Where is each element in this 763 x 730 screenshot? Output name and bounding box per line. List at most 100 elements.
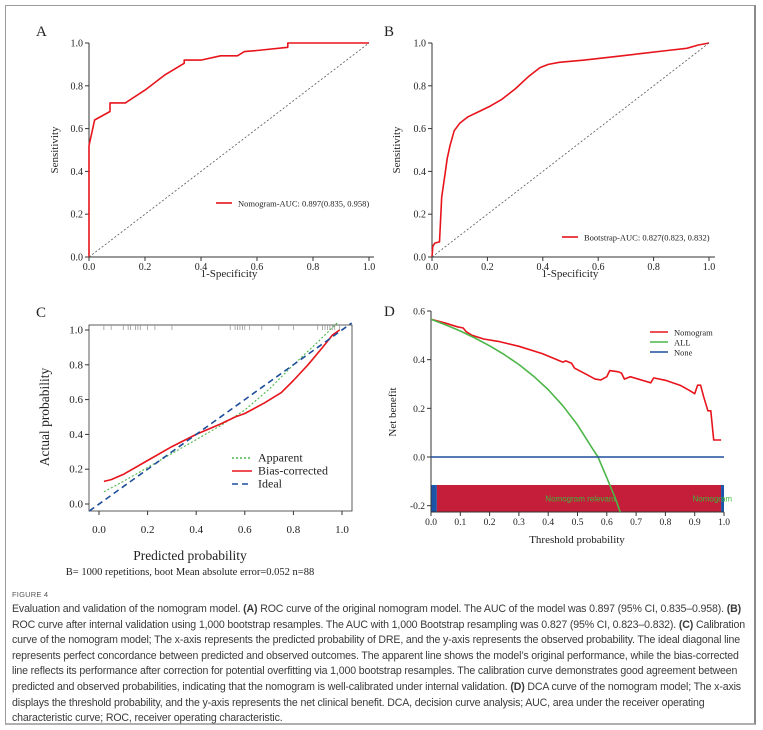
relevance-bar-segment bbox=[436, 484, 722, 512]
y-tick-label: 0.4 bbox=[69, 429, 83, 441]
y-tick-label: 0.2 bbox=[414, 210, 427, 221]
x-tick-label: 0.6 bbox=[601, 518, 613, 528]
panel-b-bootstrap-roc-chart: B 0.00.20.40.60.81.0 0.0 0.2 0.4 0.6 0.8 1.0 … bbox=[384, 24, 715, 280]
x-tick-label: 0.6 bbox=[238, 524, 252, 536]
caption-segment: Evaluation and validation of the nomogra… bbox=[12, 603, 244, 615]
y-tick-label: 0.6 bbox=[69, 394, 83, 406]
series-group bbox=[88, 322, 353, 512]
x-tick-label: 0.0 bbox=[83, 262, 96, 273]
x-axis: 0.0 0.1 0.2 0.3 0.4 0.5 0.6 0.7 0.8 0.9 1.0 bbox=[425, 511, 730, 528]
figure-frame bbox=[5, 5, 756, 725]
relevance-label: Nomogram bbox=[692, 494, 732, 503]
legend: Nomogram-AUC: 0.897(0.835, 0.958) bbox=[216, 199, 369, 209]
figure-label: FIGURE 4 bbox=[12, 590, 49, 599]
y-tick-label: 0.2 bbox=[413, 405, 425, 415]
y-tick-label: 0.0 bbox=[71, 253, 84, 264]
x-axis-label: 1-Specificity bbox=[542, 268, 599, 280]
x-tick-label: 0.5 bbox=[572, 518, 584, 528]
y-tick-label: 0.4 bbox=[71, 167, 84, 178]
reference-line bbox=[88, 42, 370, 258]
y-tick-label: 0.4 bbox=[414, 167, 427, 178]
figure-caption: FIGURE 4 Evaluation and validation of th… bbox=[12, 590, 747, 727]
series-group bbox=[88, 42, 370, 258]
x-tick-label: 1.0 bbox=[718, 518, 730, 528]
caption-segment: ROC curve of the original nomogram model… bbox=[257, 603, 727, 615]
x-tick-label: 0.0 bbox=[425, 518, 437, 528]
x-tick-label: 0.4 bbox=[189, 524, 203, 536]
caption-panel-ref: (B) bbox=[726, 603, 741, 615]
legend-label: Ideal bbox=[258, 477, 283, 491]
x-axis-label: 1-Specificity bbox=[201, 268, 258, 280]
x-tick-label: 0.4 bbox=[537, 262, 550, 273]
caption-segment: ROC curve after internal validation usin… bbox=[12, 618, 679, 631]
series-line-bootstrap bbox=[431, 42, 710, 258]
y-tick-label: 0.2 bbox=[71, 210, 84, 221]
x-tick-label: 0.7 bbox=[630, 518, 642, 528]
series-group bbox=[431, 42, 710, 258]
relevance-bar: Nomogram relevant Nomogram bbox=[431, 484, 732, 512]
series-line-all bbox=[431, 318, 621, 512]
reference-line bbox=[431, 42, 710, 258]
legend-label: Nomogram-AUC: 0.897(0.835, 0.958) bbox=[238, 199, 369, 209]
y-tick-label: 1.0 bbox=[69, 325, 83, 337]
legend-label: ALL bbox=[674, 338, 691, 348]
chart-subtitle: B= 1000 repetitions, boot Mean absolute … bbox=[66, 567, 314, 578]
y-tick-label: 1.0 bbox=[414, 39, 427, 50]
y-axis-label: Net benefit bbox=[387, 387, 399, 436]
y-tick-label: 0.6 bbox=[71, 124, 84, 135]
plot-box bbox=[88, 324, 353, 512]
panel-c-calibration-chart: C 0.00.20.40.60.81.0 0.0 0.2 0.4 0.6 0.8 1.0 … bbox=[36, 305, 353, 578]
legend: Bootstrap-AUC: 0.827(0.823, 0.832) bbox=[562, 233, 710, 243]
series-line-ideal bbox=[88, 322, 353, 512]
panel-d-dca-chart: D Nomogram relevant Nomogram -0.20.00.20.… bbox=[384, 304, 732, 546]
x-tick-label: 0.0 bbox=[426, 262, 439, 273]
x-axis-label: Threshold probability bbox=[529, 534, 625, 546]
legend-label: Apparent bbox=[258, 451, 303, 465]
legend-label: Nomogram bbox=[674, 328, 713, 338]
x-tick-label: 0.4 bbox=[542, 518, 554, 528]
x-axis: 0.0 0.2 0.4 0.6 0.8 1.0 bbox=[92, 511, 349, 536]
relevance-label: Nomogram relevant bbox=[545, 494, 616, 503]
y-tick-label: 0.2 bbox=[69, 464, 83, 476]
caption-panel-ref: (A) bbox=[243, 603, 258, 615]
y-tick-label: 0.4 bbox=[413, 356, 425, 366]
y-tick-label: 0.8 bbox=[71, 81, 84, 92]
y-axis: 0.0 0.2 0.4 0.6 0.8 1.0 bbox=[71, 39, 90, 264]
x-tick-label: 0.4 bbox=[195, 262, 208, 273]
x-axis-label: Predicted probability bbox=[133, 548, 247, 563]
y-axis: -0.2 0.0 0.2 0.4 0.6 bbox=[410, 308, 432, 512]
x-tick-label: 0.0 bbox=[92, 524, 106, 536]
relevance-bar-segment bbox=[431, 484, 437, 512]
y-tick-label: -0.2 bbox=[410, 502, 425, 512]
x-tick-label: 0.8 bbox=[659, 518, 671, 528]
x-tick-label: 0.9 bbox=[689, 518, 701, 528]
y-axis-label: Actual probability bbox=[37, 367, 52, 466]
legend-label: Bootstrap-AUC: 0.827(0.823, 0.832) bbox=[584, 233, 710, 243]
y-tick-label: 0.8 bbox=[69, 359, 83, 371]
series-line-bias bbox=[103, 329, 341, 483]
x-tick-label: 1.0 bbox=[363, 262, 376, 273]
y-tick-label: 0.0 bbox=[414, 253, 427, 264]
x-tick-label: 1.0 bbox=[335, 524, 349, 536]
x-tick-label: 0.8 bbox=[647, 262, 660, 273]
y-axis-label: Sensitivity bbox=[391, 126, 403, 174]
y-axis-label: Sensitivity bbox=[49, 126, 61, 174]
caption-text: Evaluation and validation of the nomogra… bbox=[12, 602, 747, 727]
panel-letter-b: B bbox=[384, 24, 394, 40]
x-tick-label: 0.6 bbox=[592, 262, 605, 273]
panel-letter-c: C bbox=[36, 305, 46, 321]
x-tick-label: 0.8 bbox=[287, 524, 301, 536]
x-tick-label: 0.6 bbox=[251, 262, 264, 273]
series-line-nomogram bbox=[430, 318, 722, 441]
caption-segment: Calibration curve of the nomogram model;… bbox=[12, 618, 745, 693]
x-tick-label: 0.8 bbox=[307, 262, 320, 273]
series-line-nomogram bbox=[88, 42, 369, 257]
caption-panel-ref: (C) bbox=[678, 618, 694, 631]
y-axis: 0.0 0.2 0.4 0.6 0.8 1.0 bbox=[414, 39, 433, 264]
caption-segment: DCA curve of the nomogram model; The x-a… bbox=[12, 680, 741, 725]
series-group bbox=[430, 318, 724, 512]
y-tick-label: 0.8 bbox=[414, 81, 427, 92]
x-tick-label: 0.2 bbox=[141, 524, 155, 536]
caption-panel-ref: (D) bbox=[510, 680, 525, 693]
